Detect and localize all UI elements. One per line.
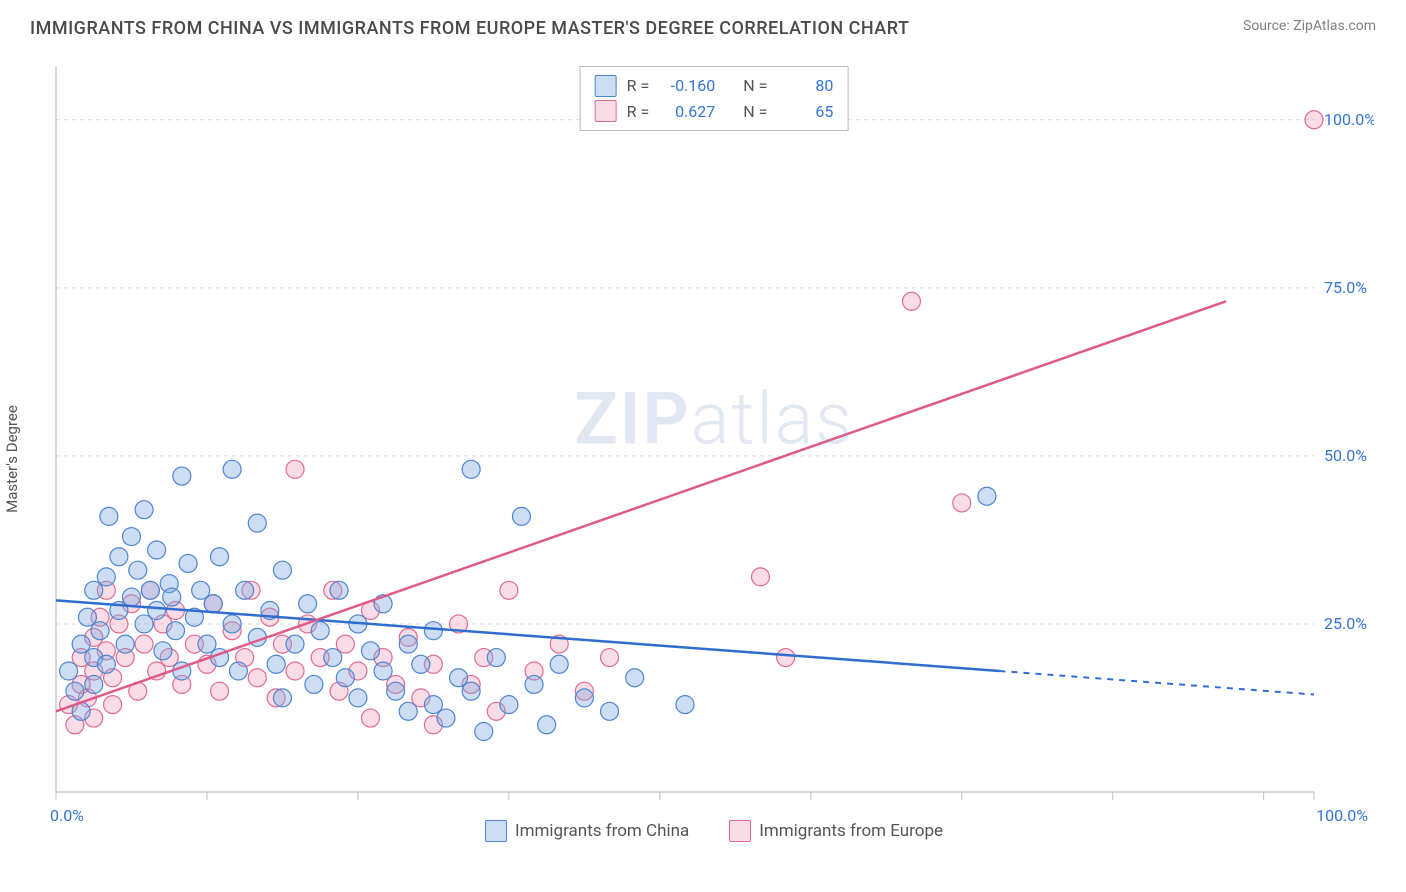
stats-row-china: R = -0.160 N = 80 <box>595 73 834 99</box>
r-label: R = <box>627 99 650 125</box>
n-value-europe: 65 <box>777 99 833 125</box>
legend-item-europe: Immigrants from Europe <box>729 820 943 842</box>
svg-text:100.0%: 100.0% <box>1324 110 1374 129</box>
legend-label-europe: Immigrants from Europe <box>759 821 943 841</box>
scatter-plot: 25.0%50.0%75.0%100.0% ZIPatlas R = -0.16… <box>54 60 1374 840</box>
svg-text:25.0%: 25.0% <box>1324 614 1367 633</box>
series-legend: Immigrants from China Immigrants from Eu… <box>54 820 1374 842</box>
svg-text:75.0%: 75.0% <box>1324 278 1367 297</box>
swatch-europe <box>595 100 617 122</box>
n-value-china: 80 <box>777 73 833 99</box>
stats-row-europe: R = 0.627 N = 65 <box>595 99 834 125</box>
r-label: R = <box>627 73 650 99</box>
n-label: N = <box>743 99 767 125</box>
chart-container: Master's Degree 25.0%50.0%75.0%100.0% ZI… <box>44 60 1374 840</box>
legend-label-china: Immigrants from China <box>515 821 689 841</box>
stats-legend: R = -0.160 N = 80 R = 0.627 N = 65 <box>580 66 849 131</box>
r-value-europe: 0.627 <box>659 99 715 125</box>
svg-text:50.0%: 50.0% <box>1324 446 1367 465</box>
n-label: N = <box>743 73 767 99</box>
chart-svg: 25.0% 50.0% 75.0% 100.0% <box>54 60 1374 840</box>
page-title: IMMIGRANTS FROM CHINA VS IMMIGRANTS FROM… <box>30 18 909 39</box>
source-label: Source: ZipAtlas.com <box>1243 18 1376 34</box>
r-value-china: -0.160 <box>659 73 715 99</box>
y-axis-label: Master's Degree <box>3 405 21 513</box>
x-axis-max-label: 100.0% <box>1316 806 1368 825</box>
legend-item-china: Immigrants from China <box>485 820 689 842</box>
x-axis-min-label: 0.0% <box>50 806 84 825</box>
swatch-china-icon <box>485 820 507 842</box>
swatch-europe-icon <box>729 820 751 842</box>
swatch-china <box>595 75 617 97</box>
